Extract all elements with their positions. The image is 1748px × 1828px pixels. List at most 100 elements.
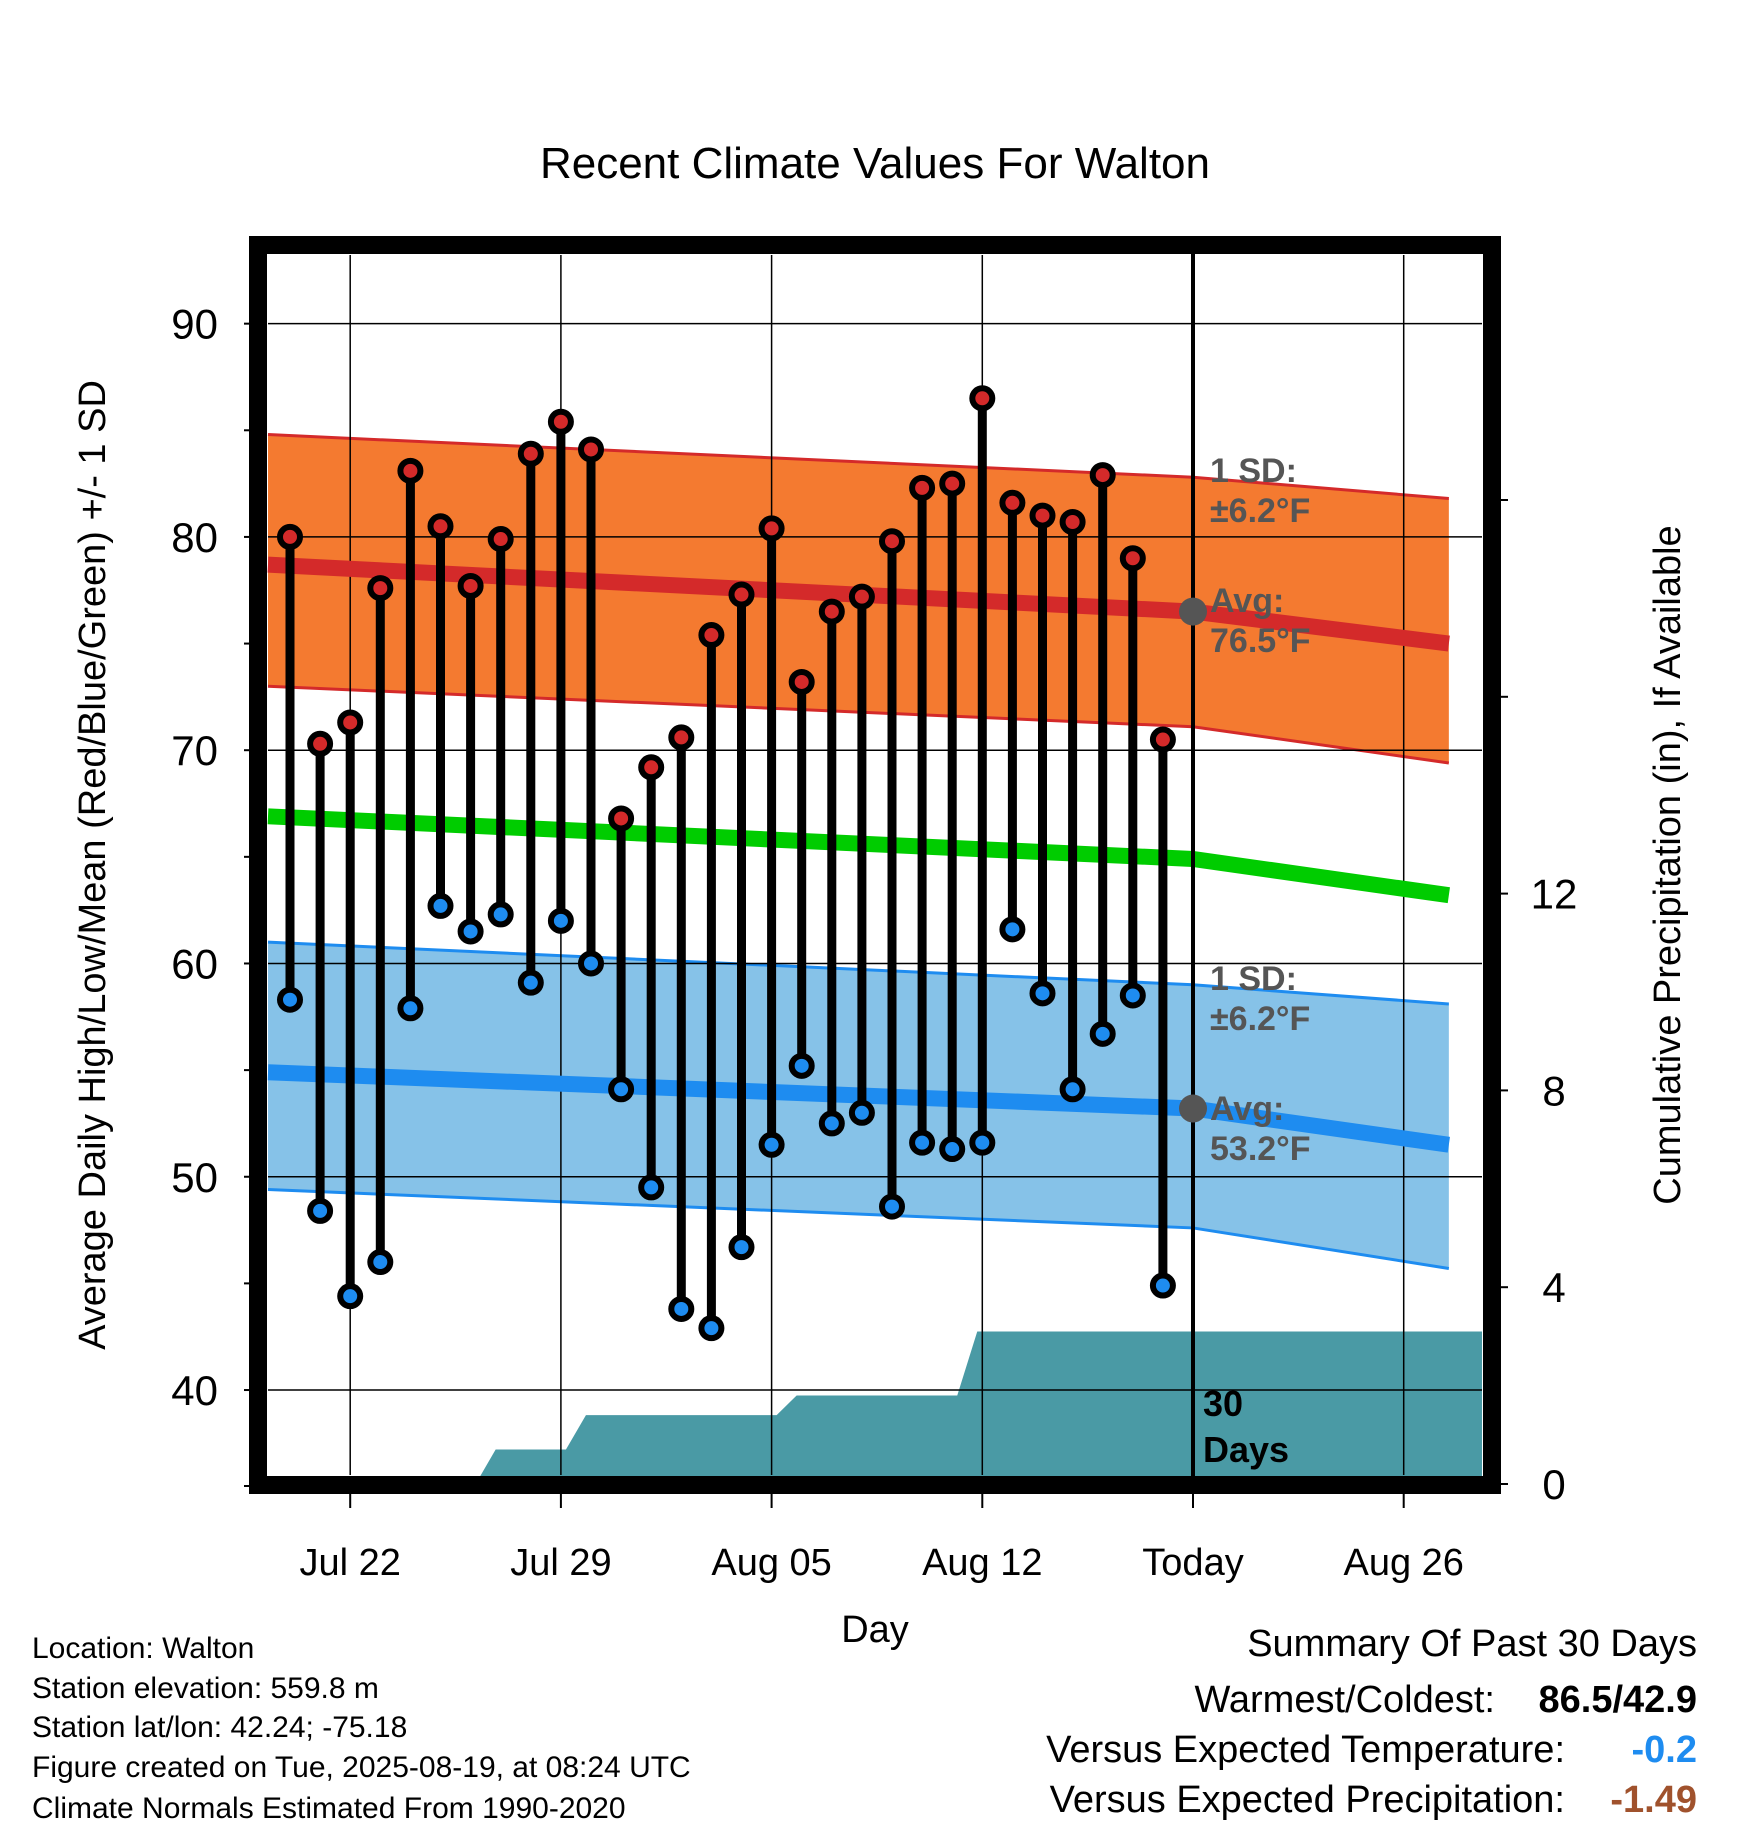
low-point-Aug 05 <box>758 1131 785 1158</box>
summary-temp-value: -0.2 <box>1632 1729 1697 1771</box>
high-point-Aug 18 <box>1149 726 1176 753</box>
high-point-Jul 29 <box>547 408 574 435</box>
low-point-Jul 23 <box>367 1249 394 1276</box>
y-tick-label: 80 <box>171 514 218 561</box>
high-point-Jul 28 <box>517 440 544 467</box>
summary-title: Summary Of Past 30 Days <box>1247 1623 1697 1665</box>
days-count: 30 <box>1203 1383 1243 1424</box>
low-point-Jul 31 <box>608 1076 635 1103</box>
high-point-Aug 06 <box>788 668 815 695</box>
low-point-Aug 14 <box>1029 980 1056 1007</box>
y-axis-right: 12 8 4 0 <box>1492 499 1578 1508</box>
low-point-Jul 24 <box>397 995 424 1022</box>
days-word: Days <box>1203 1429 1289 1470</box>
low-point-Aug 18 <box>1149 1272 1176 1299</box>
high-point-Jul 21 <box>307 730 334 757</box>
low-point-Aug 09 <box>879 1193 905 1220</box>
low-sd-label: 1 SD: <box>1210 960 1297 998</box>
high-point-Aug 02 <box>668 724 695 751</box>
y-tick-label: 50 <box>171 1154 218 1201</box>
info-elevation: Station elevation: 559.8 m <box>32 1672 379 1705</box>
today-marker <box>1179 247 1207 1483</box>
high-sd-label: 1 SD: <box>1210 452 1297 490</box>
high-point-Jul 25 <box>427 513 454 540</box>
low-point-Aug 01 <box>638 1174 665 1201</box>
y-tick-label: 40 <box>171 1367 218 1414</box>
high-point-Aug 17 <box>1119 545 1146 572</box>
high-avg-label: Avg: <box>1210 582 1284 620</box>
high-point-Jul 22 <box>337 709 364 736</box>
high-point-Aug 08 <box>848 583 875 610</box>
info-latlon: Station lat/lon: 42.24; -75.18 <box>32 1711 407 1744</box>
high-point-Aug 15 <box>1059 509 1086 535</box>
low-point-Aug 08 <box>848 1099 875 1126</box>
high-point-Jul 20 <box>277 523 303 550</box>
high-point-Aug 11 <box>939 470 966 497</box>
low-point-Aug 17 <box>1119 982 1146 1009</box>
today-low-normal-dot <box>1179 1094 1207 1123</box>
days-annotation: 30 Days <box>1203 1383 1289 1470</box>
low-point-Aug 15 <box>1059 1076 1086 1103</box>
daily-points <box>277 385 1176 1342</box>
high-point-Jul 26 <box>457 572 484 599</box>
high-point-Aug 10 <box>909 474 936 501</box>
high-point-Jul 27 <box>487 526 514 553</box>
high-point-Aug 14 <box>1029 502 1056 529</box>
high-point-Jul 24 <box>397 457 424 484</box>
high-point-Aug 12 <box>969 385 996 412</box>
high-avg-value: 76.5°F <box>1210 622 1311 660</box>
info-normals: Climate Normals Estimated From 1990-2020 <box>32 1792 626 1825</box>
x-tick-label: Jul 22 <box>299 1542 400 1584</box>
grid-lines <box>268 255 1482 1475</box>
precipitation-area <box>268 1331 1482 1484</box>
high-point-Jul 23 <box>367 575 394 602</box>
precipitation-fill <box>268 1331 1482 1484</box>
y2-tick-label: 0 <box>1542 1461 1565 1508</box>
chart-title: Recent Climate Values For Walton <box>540 139 1210 188</box>
low-point-Aug 10 <box>909 1129 936 1156</box>
x-tick-label: Aug 12 <box>922 1542 1042 1584</box>
high-point-Aug 09 <box>879 528 905 555</box>
high-point-Aug 01 <box>638 754 665 781</box>
summary-panel: Summary Of Past 30 Days Warmest/Coldest:… <box>1046 1623 1697 1821</box>
low-point-Aug 11 <box>939 1136 966 1163</box>
x-tick-label: Aug 26 <box>1343 1542 1463 1584</box>
low-point-Aug 06 <box>788 1052 815 1079</box>
station-info: Location: Walton Station elevation: 559.… <box>32 1632 691 1825</box>
x-axis: Jul 22 Jul 29 Aug 05 Aug 12 Today Aug 26 <box>299 1494 1464 1584</box>
low-avg-value: 53.2°F <box>1210 1130 1311 1168</box>
y2-axis-label: Cumulative Precipitation (in), If Availa… <box>1647 525 1689 1204</box>
high-point-Jul 30 <box>578 436 604 463</box>
y2-tick-label: 12 <box>1531 871 1578 918</box>
high-point-Aug 13 <box>999 489 1026 516</box>
low-point-Aug 13 <box>999 916 1026 943</box>
info-location: Location: Walton <box>32 1632 254 1665</box>
y-axis-label: Average Daily High/Low/Mean (Red/Blue/Gr… <box>72 380 114 1350</box>
x-tick-label: Today <box>1142 1542 1243 1584</box>
y-axis-left: 90 80 70 60 50 40 <box>171 301 258 1487</box>
low-point-Jul 26 <box>457 918 484 945</box>
summary-warm-cold-label: Warmest/Coldest: <box>1194 1679 1495 1721</box>
summary-warm-cold-value: 86.5/42.9 <box>1539 1679 1697 1721</box>
y-tick-label: 70 <box>171 727 218 774</box>
y2-tick-label: 8 <box>1542 1067 1565 1114</box>
high-point-Aug 04 <box>728 581 755 608</box>
info-created: Figure created on Tue, 2025-08-19, at 08… <box>32 1751 691 1784</box>
low-point-Jul 30 <box>578 950 604 977</box>
x-tick-label: Jul 29 <box>510 1542 611 1584</box>
low-point-Jul 21 <box>307 1197 334 1224</box>
low-point-Jul 22 <box>337 1283 364 1310</box>
y-tick-label: 60 <box>171 940 218 987</box>
today-high-normal-dot <box>1179 597 1207 626</box>
high-point-Aug 05 <box>758 515 785 542</box>
high-point-Aug 16 <box>1089 462 1116 489</box>
x-axis-label: Day <box>841 1609 909 1651</box>
plot-frame <box>249 236 1501 1494</box>
low-point-Aug 04 <box>728 1234 755 1261</box>
low-point-Aug 16 <box>1089 1020 1116 1047</box>
low-point-Jul 25 <box>427 892 454 919</box>
low-point-Aug 07 <box>818 1110 845 1137</box>
high-point-Aug 03 <box>698 622 725 649</box>
low-point-Aug 03 <box>698 1315 725 1342</box>
